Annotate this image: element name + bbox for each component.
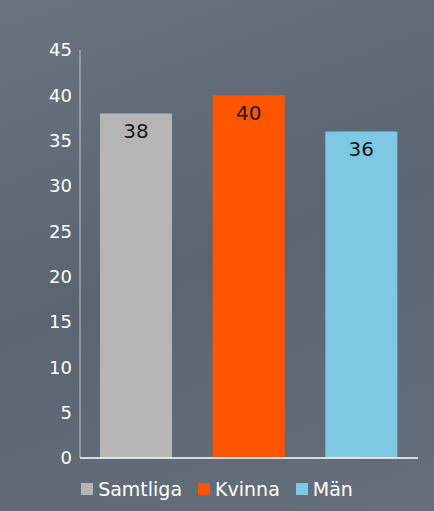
svg-text:45: 45 — [49, 39, 72, 60]
html-text:Män: Män — [312, 478, 353, 500]
svg-text:20: 20 — [49, 266, 72, 287]
svg-text:15: 15 — [49, 311, 72, 332]
svg-text:38: 38 — [123, 119, 148, 143]
svg-text:30: 30 — [49, 175, 72, 196]
svg-text:40: 40 — [236, 101, 261, 125]
svg-text:0: 0 — [61, 447, 72, 468]
svg-text:36: 36 — [349, 137, 374, 161]
svg-text:5: 5 — [61, 402, 72, 423]
svg-text:35: 35 — [49, 130, 72, 151]
html-text:Kvinna: Kvinna — [215, 478, 280, 500]
svg-text:25: 25 — [49, 221, 72, 242]
svg-text:40: 40 — [49, 85, 72, 106]
svg-text:10: 10 — [49, 357, 72, 378]
html-text:Samtliga: Samtliga — [98, 478, 183, 500]
